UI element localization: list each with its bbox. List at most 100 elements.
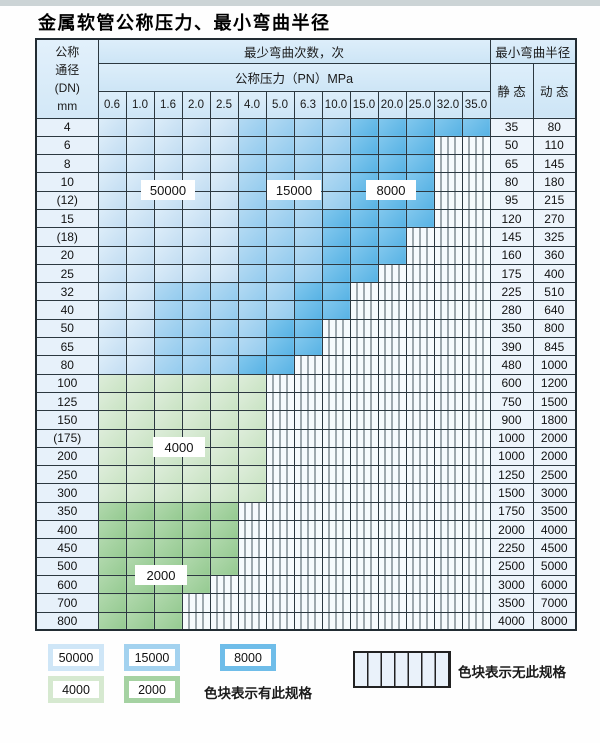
cell-no-spec: [293, 391, 323, 412]
cell-4000: [125, 373, 155, 393]
header-pressure-value: 20.0: [377, 90, 407, 119]
cell-no-spec: [293, 574, 323, 595]
dynamic-cell: 215: [532, 190, 577, 210]
cell-4000: [237, 446, 267, 467]
cell-no-spec: [181, 611, 211, 631]
cell-4000: [237, 465, 267, 485]
static-cell: 175: [489, 263, 534, 284]
cell-no-spec: [321, 337, 351, 357]
cell-no-spec: [405, 538, 435, 558]
cell-15000: [209, 355, 239, 375]
cell-4000: [237, 391, 267, 412]
cell-no-spec: [433, 611, 463, 631]
table-row: 200 1000 2000: [35, 446, 577, 467]
cell-no-spec: [265, 465, 295, 485]
cell-50000: [181, 154, 211, 174]
cell-15000: [265, 245, 295, 265]
static-cell: 225: [489, 282, 534, 302]
cell-no-spec: [265, 538, 295, 558]
cell-no-spec: [433, 154, 463, 174]
dynamic-cell: 4500: [532, 538, 577, 558]
zone-label-50000: 50000: [141, 180, 195, 200]
cell-8000: [377, 135, 407, 156]
cell-15000: [181, 337, 211, 357]
cell-no-spec: [461, 172, 491, 192]
cell-no-spec: [293, 520, 323, 540]
cell-no-spec: [433, 300, 463, 320]
cell-2000: [153, 538, 183, 558]
cell-no-spec: [237, 538, 267, 558]
cell-no-spec: [237, 593, 267, 613]
cell-4000: [209, 410, 239, 430]
static-cell: 35: [489, 117, 534, 137]
cell-no-spec: [377, 282, 407, 302]
legend-has-spec-text: 色块表示有此规格: [204, 686, 312, 701]
table-row: 800 4000 8000: [35, 611, 577, 631]
cell-50000: [125, 135, 155, 156]
cell-8000: [349, 245, 379, 265]
cell-50000: [209, 190, 239, 210]
dynamic-cell: 1200: [532, 373, 577, 393]
cell-no-spec: [377, 465, 407, 485]
cell-50000: [125, 318, 155, 339]
cell-15000: [265, 135, 295, 156]
cell-50000: [97, 300, 127, 320]
cell-50000: [97, 245, 127, 265]
cell-8000: [349, 263, 379, 284]
cell-no-spec: [461, 391, 491, 412]
cell-50000: [209, 245, 239, 265]
cell-15000: [265, 117, 295, 137]
table-row: 500 2500 5000: [35, 556, 577, 576]
cell-no-spec: [405, 282, 435, 302]
cell-no-spec: [405, 574, 435, 595]
static-cell: 900: [489, 410, 534, 430]
cell-no-spec: [377, 391, 407, 412]
table-row: (18) 145 325: [35, 227, 577, 247]
cell-50000: [97, 227, 127, 247]
cell-8000: [405, 208, 435, 229]
cell-no-spec: [461, 446, 491, 467]
cell-no-spec: [461, 574, 491, 595]
static-cell: 120: [489, 208, 534, 229]
cell-no-spec: [377, 263, 407, 284]
cell-50000: [97, 282, 127, 302]
cell-15000: [293, 245, 323, 265]
cell-no-spec: [433, 391, 463, 412]
cell-no-spec: [461, 520, 491, 540]
cell-50000: [209, 117, 239, 137]
header-pressure-value: 10.0: [321, 90, 351, 119]
cell-4000: [97, 410, 127, 430]
cell-2000: [97, 556, 127, 576]
cell-50000: [97, 208, 127, 229]
cell-no-spec: [377, 318, 407, 339]
table-row: 6 50 110: [35, 135, 577, 156]
static-cell: 1250: [489, 465, 534, 485]
cell-8000: [321, 263, 351, 284]
cell-no-spec: [377, 483, 407, 503]
cell-no-spec: [405, 410, 435, 430]
cell-50000: [153, 208, 183, 229]
cell-no-spec: [461, 410, 491, 430]
cell-4000: [237, 483, 267, 503]
cell-2000: [97, 611, 127, 631]
dynamic-cell: 2000: [532, 428, 577, 448]
dynamic-cell: 3000: [532, 483, 577, 503]
cell-15000: [265, 263, 295, 284]
cell-no-spec: [321, 465, 351, 485]
dn-cell: 300: [35, 483, 99, 503]
cell-no-spec: [433, 428, 463, 448]
cell-8000: [321, 245, 351, 265]
cell-no-spec: [377, 520, 407, 540]
cell-no-spec: [461, 373, 491, 393]
cell-8000: [265, 355, 295, 375]
cell-no-spec: [321, 593, 351, 613]
dynamic-cell: 110: [532, 135, 577, 156]
cell-no-spec: [461, 263, 491, 284]
legend-swatch-4000: 4000: [48, 676, 104, 703]
cell-no-spec: [265, 520, 295, 540]
static-cell: 145: [489, 227, 534, 247]
dn-cell: 80: [35, 355, 99, 375]
cell-4000: [209, 391, 239, 412]
cell-2000: [125, 593, 155, 613]
cell-4000: [237, 428, 267, 448]
